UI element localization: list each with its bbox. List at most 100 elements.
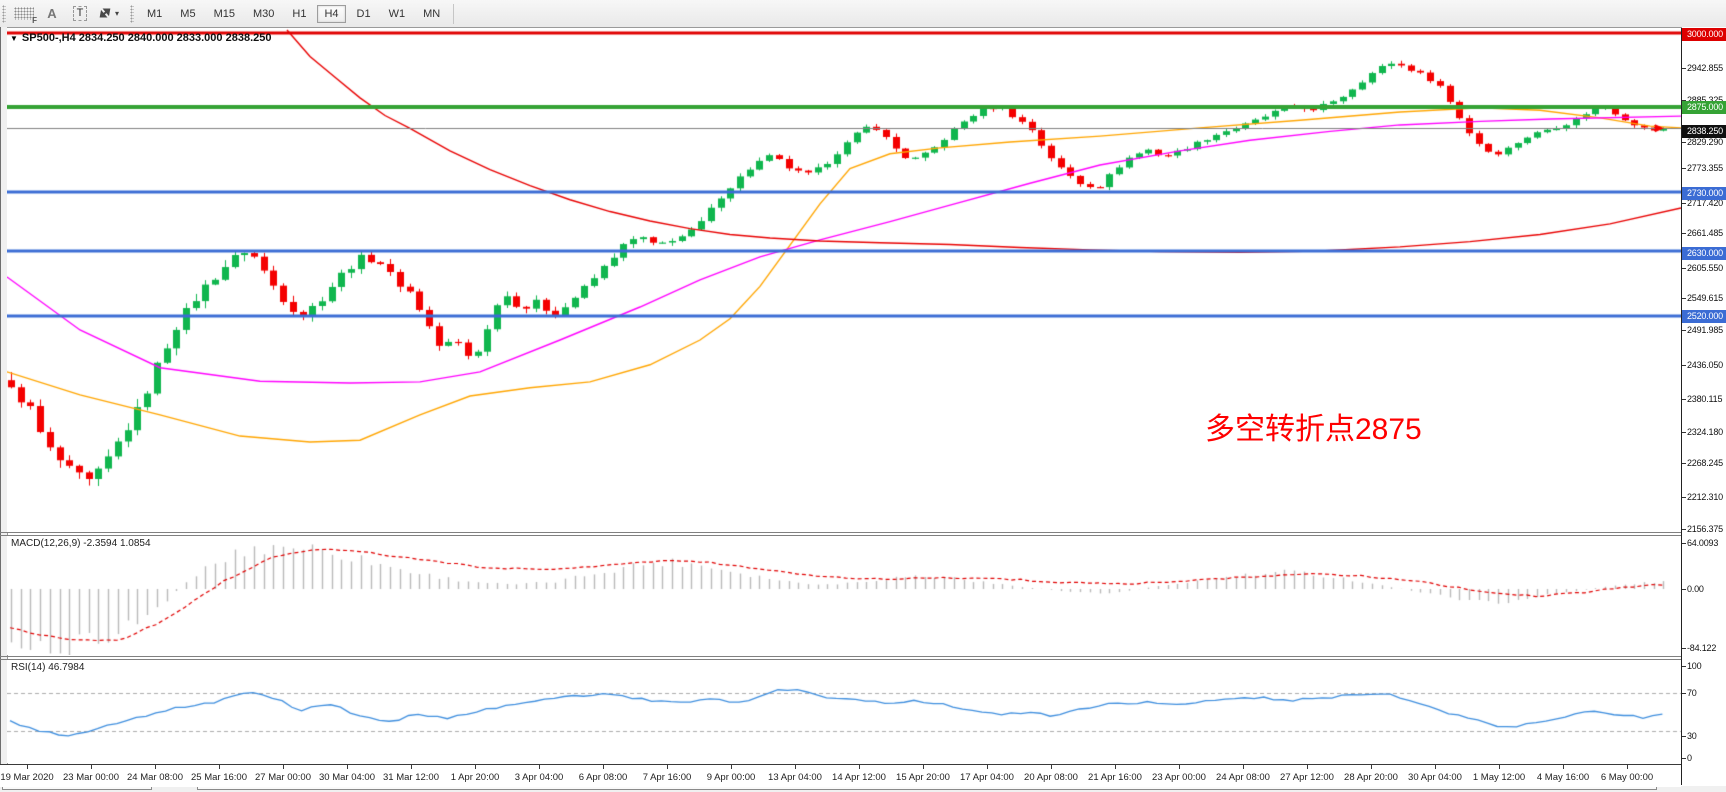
price-axis-badge: 2730.000	[1682, 187, 1726, 200]
price-axis-label: 2829.290	[1687, 137, 1723, 147]
price-axis-label: 2436.050	[1687, 360, 1723, 370]
time-axis-tick	[1563, 765, 1564, 769]
axis-tick	[1682, 100, 1686, 101]
axis-tick	[1682, 497, 1686, 498]
axis-tick	[1682, 268, 1686, 269]
time-axis-label: 15 Apr 20:00	[896, 772, 950, 783]
price-axis-label: 0	[1687, 753, 1692, 763]
price-axis-label: 70	[1687, 688, 1697, 698]
time-axis-label: 27 Apr 12:00	[1280, 772, 1334, 783]
time-axis-label: 13 Apr 04:00	[768, 772, 822, 783]
timeframe-button-w1[interactable]: W1	[388, 7, 406, 20]
price-axis-label: 2491.985	[1687, 325, 1723, 335]
grid-properties-icon[interactable]: F	[12, 3, 37, 25]
dropdown-caret[interactable]: ▾	[114, 9, 119, 18]
price-axis-badge: 3000.000	[1682, 28, 1726, 41]
macd-label: MACD(12,26,9) -2.3594 1.0854	[11, 538, 151, 549]
price-axis-label: 2885.325	[1687, 95, 1723, 105]
axis-tick	[1682, 758, 1686, 759]
diagonal-arrows-glyph	[99, 8, 111, 18]
panel-separator[interactable]	[0, 535, 1683, 536]
time-axis-tick	[1371, 765, 1372, 769]
price-axis-label: 2156.375	[1687, 524, 1723, 534]
panel-separator[interactable]	[0, 532, 1683, 533]
time-axis-tick	[1435, 765, 1436, 769]
chart-title-text: SP500-,H4 2834.250 2840.000 2833.000 283…	[21, 32, 272, 44]
axis-tick	[1682, 589, 1686, 590]
macd-indicator-panel[interactable]	[7, 536, 1681, 655]
time-axis-label: 14 Apr 12:00	[832, 772, 886, 783]
price-axis-label: 2605.550	[1687, 263, 1723, 273]
axis-tick	[1682, 529, 1686, 530]
toolbar: F A T ▾ M1 M5 M15 M30 H1 H4 D1 W1 MN	[0, 0, 1726, 28]
text-box-icon[interactable]: T	[68, 3, 92, 25]
time-axis-label: 27 Mar 00:00	[255, 772, 311, 783]
price-axis: 2942.855 2885.325 2829.290 2773.355 2717.420…	[1682, 27, 1726, 785]
axis-tick	[1682, 233, 1686, 234]
time-axis-label: 20 Apr 08:00	[1024, 772, 1078, 783]
price-axis-label: 2661.485	[1687, 228, 1723, 238]
time-axis-tick	[603, 765, 604, 769]
time-axis: 19 Mar 2020 23 Mar 00:00 24 Mar 08:00 25 Ma…	[0, 764, 1681, 787]
time-axis-tick	[1307, 765, 1308, 769]
timeframe-button-h4[interactable]: H4	[317, 4, 346, 23]
timeframe-button-m30[interactable]: M30	[252, 7, 275, 20]
chart-text-annotation[interactable]: 多空转折点2875	[1205, 413, 1422, 446]
time-axis-tick	[219, 765, 220, 769]
price-axis-label: 2942.855	[1687, 63, 1723, 73]
axis-tick	[1682, 666, 1686, 667]
axis-tick	[1682, 463, 1686, 464]
price-axis-label: 2549.615	[1687, 293, 1723, 303]
time-axis-label: 24 Apr 08:00	[1216, 772, 1270, 783]
toolbar-separator	[453, 3, 455, 24]
axis-tick	[1682, 68, 1686, 69]
price-axis-badge: 2875.000	[1682, 101, 1726, 114]
time-axis-label: 1 Apr 20:00	[450, 772, 500, 783]
symbol-dropdown-marker[interactable]: ▼	[10, 34, 18, 43]
axis-tick	[1682, 298, 1686, 299]
price-axis-label: 2324.180	[1687, 427, 1723, 437]
time-axis-tick	[155, 765, 156, 769]
time-axis-tick	[1179, 765, 1180, 769]
toolbar-drag-handle[interactable]	[130, 4, 134, 23]
time-axis-tick	[411, 765, 412, 769]
timeframe-button-m5[interactable]: M5	[180, 7, 196, 20]
time-axis-tick	[1115, 765, 1116, 769]
price-axis-label: 2717.420	[1687, 198, 1723, 208]
price-axis-badge: 2520.000	[1682, 310, 1726, 323]
timeframe-button-m15[interactable]: M15	[213, 7, 235, 20]
panel-separator[interactable]	[0, 659, 1683, 660]
panel-separator[interactable]	[0, 656, 1683, 657]
time-axis-tick	[795, 765, 796, 769]
rsi-indicator-panel[interactable]	[7, 660, 1681, 763]
time-axis-label: 9 Apr 00:00	[706, 772, 756, 783]
timeframe-button-mn[interactable]: MN	[423, 7, 441, 20]
main-price-chart[interactable]	[7, 28, 1681, 532]
price-axis-label: 64.0093	[1687, 538, 1719, 548]
axis-tick	[1682, 693, 1686, 694]
time-axis-tick	[283, 765, 284, 769]
toolbar-drag-handle[interactable]	[2, 4, 6, 23]
axis-tick	[1682, 736, 1686, 737]
time-axis-label: 25 Mar 16:00	[191, 772, 247, 783]
text-label-icon[interactable]: A	[47, 6, 57, 21]
time-axis-label: 23 Mar 00:00	[63, 772, 119, 783]
axis-tick	[1682, 203, 1686, 204]
price-axis-label: 2268.245	[1687, 458, 1723, 468]
time-axis-tick	[347, 765, 348, 769]
axis-tick	[1682, 142, 1686, 143]
timeframe-button-m1[interactable]: M1	[147, 7, 163, 20]
rsi-label: RSI(14) 46.7984	[11, 662, 85, 673]
time-axis-tick	[1243, 765, 1244, 769]
time-axis-tick	[1499, 765, 1500, 769]
axis-tick	[1682, 168, 1686, 169]
time-axis-tick	[987, 765, 988, 769]
timeframe-button-d1[interactable]: D1	[356, 7, 371, 20]
timeframe-button-h1[interactable]: H1	[292, 7, 307, 20]
price-axis-badge: 2630.000	[1682, 247, 1726, 260]
cursor-arrows-icon[interactable]: ▾	[96, 3, 120, 25]
time-axis-label: 30 Mar 04:00	[319, 772, 375, 783]
time-axis-tick	[539, 765, 540, 769]
grid-icon-letter: F	[32, 16, 37, 25]
time-axis-label: 19 Mar 2020	[0, 772, 54, 783]
